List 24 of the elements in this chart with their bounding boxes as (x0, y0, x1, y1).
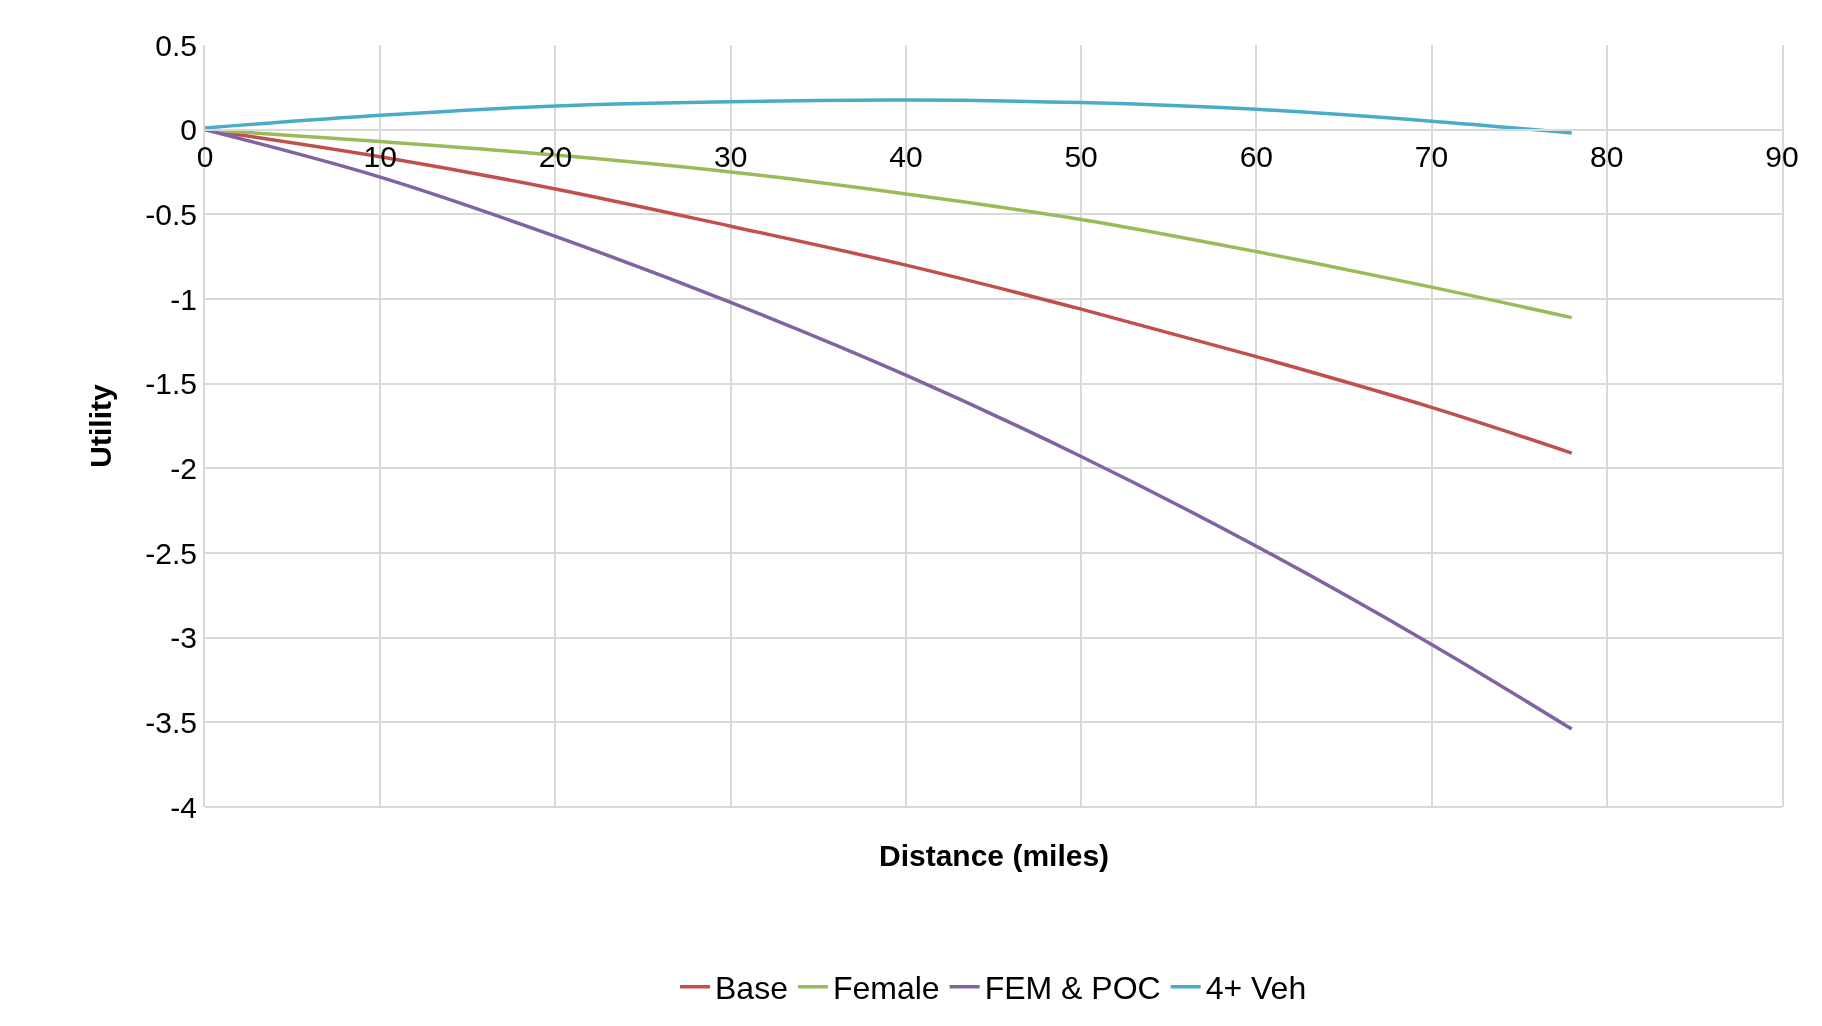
y-tick-label: -1.5 (145, 367, 197, 401)
x-tick-label: 70 (1414, 139, 1449, 173)
legend-label: FEM & POC (984, 970, 1161, 1007)
y-tick-label: -3 (170, 621, 197, 655)
legend-label: Female (832, 970, 940, 1007)
line-series (205, 98, 1574, 135)
y-axis-title: Utility (83, 384, 117, 468)
y-tick-label: -4 (170, 790, 197, 824)
x-tick-label: 30 (713, 139, 748, 173)
y-tick-label: 0.5 (155, 28, 197, 62)
y-tick-label: -1 (170, 282, 197, 316)
x-tick-label: 80 (1590, 139, 1624, 173)
x-tick-label: 90 (1765, 139, 1799, 173)
y-tick-label: 0 (180, 113, 197, 147)
y-tick-label: -0.5 (145, 197, 197, 231)
y-tick-label: -2.5 (145, 536, 197, 570)
y-tick-label: -2 (170, 451, 197, 485)
x-axis-title: Distance (miles) (879, 839, 1110, 872)
x-tick-label: 50 (1064, 139, 1098, 173)
x-tick-label: 60 (1239, 139, 1274, 173)
y-tick-label: -3.5 (145, 705, 197, 739)
legend-label: 4+ Veh (1205, 970, 1307, 1007)
legend-label: Base (715, 970, 788, 1007)
x-tick-label: 40 (889, 139, 923, 173)
